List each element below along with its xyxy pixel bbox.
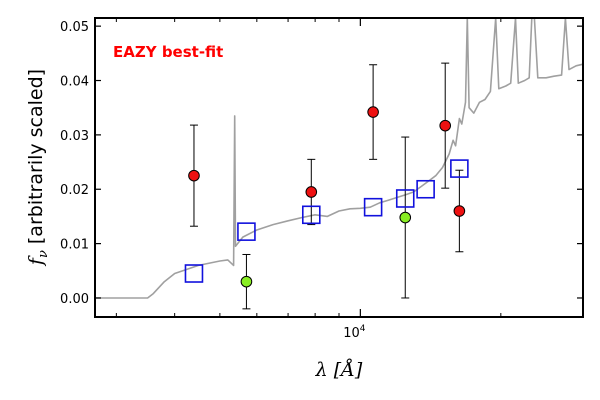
sed-model-curve <box>95 17 584 299</box>
observed-flux-point <box>367 106 379 118</box>
observed-flux-point <box>399 211 412 224</box>
observed-flux-point <box>188 169 200 182</box>
model-flux-square <box>395 189 415 208</box>
tick-layer: 0.00 0.01 0.02 0.03 0.04 0.05 104 <box>60 18 583 341</box>
model-flux-square <box>363 197 383 217</box>
y-tick-label: 0.00 <box>60 292 89 307</box>
model-flux-square <box>301 205 321 225</box>
x-tick-label: 104 <box>343 324 366 341</box>
model-flux-layer <box>184 159 469 283</box>
model-flux-square <box>237 222 256 241</box>
y-tick-label: 0.05 <box>60 20 89 35</box>
model-flux-square <box>184 264 204 283</box>
observed-flux-point <box>305 186 318 198</box>
y-tick-label: 0.04 <box>60 75 89 90</box>
plot-frame <box>94 17 584 318</box>
observed-flux-point <box>439 119 452 132</box>
chart-annotation: EAZY best-fit <box>113 43 223 61</box>
observed-flux-layer <box>188 106 466 288</box>
observed-flux-point <box>453 205 466 217</box>
x-axis-label: λ [Å] <box>315 359 363 381</box>
y-tick-label: 0.03 <box>60 129 89 144</box>
y-axis-label: fν [arbitrarily scaled] <box>25 69 51 267</box>
model-flux-square <box>450 159 469 178</box>
sed-curve-layer <box>95 17 584 299</box>
y-tick-label: 0.02 <box>60 183 89 198</box>
model-flux-square <box>416 179 435 199</box>
y-tick-label: 0.01 <box>60 238 89 253</box>
observed-flux-point <box>240 275 253 288</box>
